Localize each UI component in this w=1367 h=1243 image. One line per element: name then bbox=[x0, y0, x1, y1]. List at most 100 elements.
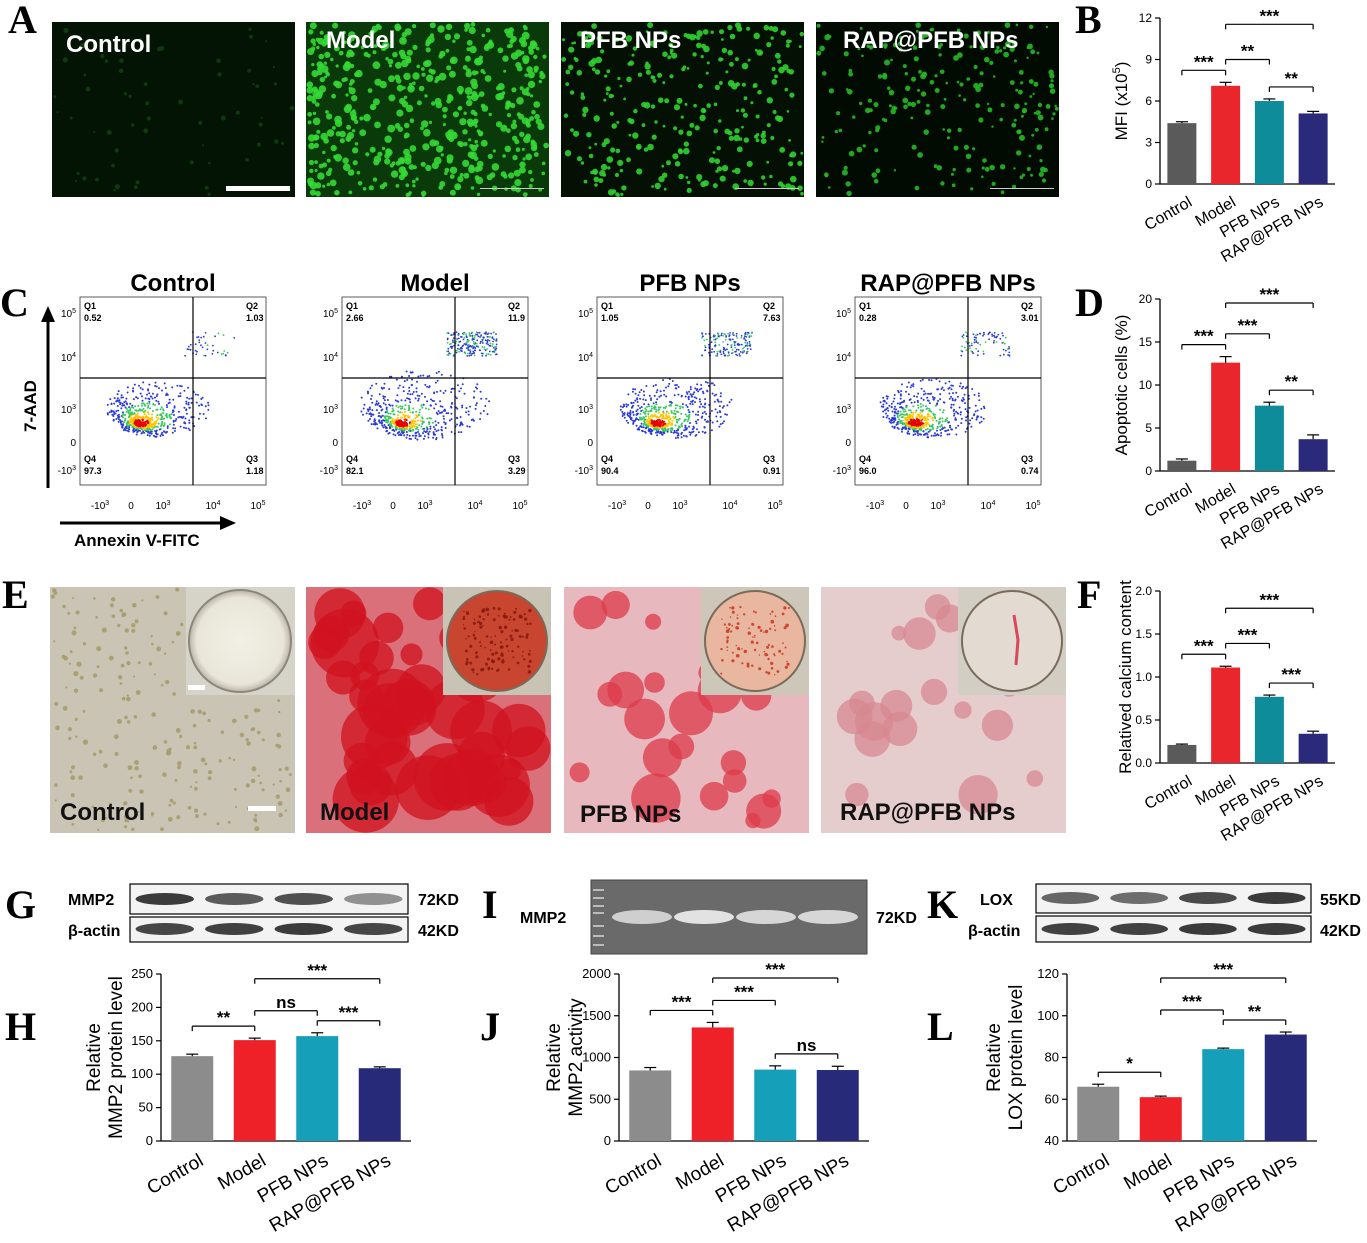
quadrant-name: Q3 bbox=[763, 454, 775, 464]
significance-label: * bbox=[1126, 1054, 1133, 1073]
y-tick-label: 1.0 bbox=[1135, 670, 1152, 684]
fluorescence-image-control: Control bbox=[52, 22, 295, 197]
y-tick-label: 1500 bbox=[582, 1008, 611, 1023]
flow-plot-title: RAP@PFB NPs bbox=[860, 270, 1035, 297]
zymo-band bbox=[674, 910, 734, 924]
significance-label: *** bbox=[1259, 285, 1279, 304]
flow-y-tick: 104 bbox=[323, 352, 338, 364]
image-label: RAP@PFB NPs bbox=[843, 27, 1018, 54]
flow-x-tick: 0 bbox=[903, 501, 909, 512]
image-label: RAP@PFB NPs bbox=[840, 799, 1015, 826]
bar bbox=[1211, 667, 1241, 763]
bar bbox=[1254, 696, 1284, 763]
y-tick-label: 1.5 bbox=[1135, 627, 1152, 641]
image-label: Model bbox=[326, 27, 395, 54]
bar bbox=[1254, 405, 1284, 471]
flow-plot-2: PFB NPs Q1 1.05 Q2 7.63 Q4 90.4 Q3 0.91 105 104 103… bbox=[575, 270, 784, 512]
bar bbox=[1298, 733, 1328, 763]
y-tick-label: 2000 bbox=[582, 966, 611, 981]
flow-plot-title: PFB NPs bbox=[639, 270, 740, 297]
bar bbox=[1077, 1086, 1120, 1141]
flow-y-tick: -103 bbox=[58, 465, 76, 477]
y-tick-label: 250 bbox=[131, 966, 153, 981]
blot-band bbox=[1247, 923, 1306, 935]
panel-letter-i: I bbox=[482, 882, 498, 927]
bar bbox=[1298, 439, 1328, 471]
fluorescence-image-model: Model bbox=[306, 22, 549, 198]
y-axis-title-line2: LOX protein level bbox=[1006, 985, 1027, 1131]
y-tick-label: 500 bbox=[589, 1091, 611, 1106]
flow-y-tick: 103 bbox=[323, 404, 338, 416]
blot-band bbox=[1110, 923, 1168, 935]
significance-label: *** bbox=[1194, 327, 1214, 346]
quadrant-name: Q4 bbox=[601, 454, 613, 464]
blot-band bbox=[344, 893, 403, 905]
panel-letter-k: K bbox=[927, 882, 958, 927]
flow-x-tick: 105 bbox=[1025, 500, 1040, 512]
flow-y-tick: 104 bbox=[61, 352, 76, 364]
panel-letter-g: G bbox=[5, 882, 36, 927]
y-tick-label: 100 bbox=[1037, 1008, 1059, 1023]
significance-label: *** bbox=[1259, 6, 1279, 25]
panel-e-images: Control Model PFB NPs RAP@PFB NPs bbox=[50, 587, 1066, 833]
y-tick-label: 50 bbox=[139, 1100, 153, 1115]
blot-row-label: MMP2 bbox=[68, 892, 114, 909]
blot-band bbox=[205, 893, 264, 905]
scale-bar bbox=[480, 188, 544, 189]
panel-letter-l: L bbox=[927, 1004, 954, 1049]
y-tick-label: 100 bbox=[131, 1066, 153, 1081]
quadrant-value: 97.3 bbox=[84, 466, 102, 476]
flow-x-tick: 0 bbox=[390, 501, 396, 512]
quadrant-value: 3.01 bbox=[1021, 313, 1039, 323]
y-tick-label: 80 bbox=[1045, 1050, 1059, 1065]
panel-letter-h: H bbox=[5, 1004, 36, 1049]
bar bbox=[1264, 1034, 1307, 1141]
y-tick-label: 0 bbox=[1145, 177, 1152, 191]
bar bbox=[1167, 460, 1197, 471]
quadrant-value: 90.4 bbox=[601, 466, 619, 476]
flow-plot-title: Model bbox=[400, 270, 469, 297]
flow-plot-frame bbox=[596, 296, 784, 486]
quadrant-name: Q2 bbox=[1021, 301, 1033, 311]
quadrant-name: Q3 bbox=[508, 454, 520, 464]
bar bbox=[171, 1056, 214, 1141]
alizarin-image-model: Model bbox=[306, 587, 551, 833]
quadrant-name: Q1 bbox=[346, 301, 358, 311]
flow-x-tick: 0 bbox=[645, 501, 651, 512]
significance-label: *** bbox=[1259, 590, 1279, 609]
quadrant-value: 2.66 bbox=[346, 313, 364, 323]
quadrant-name: Q2 bbox=[246, 301, 258, 311]
quadrant-value: 1.03 bbox=[246, 313, 264, 323]
category-label: Control bbox=[1050, 1150, 1114, 1199]
scale-bar bbox=[735, 188, 799, 189]
quadrant-value: 1.05 bbox=[601, 313, 619, 323]
blot-band bbox=[135, 893, 194, 905]
significance-label: *** bbox=[734, 982, 754, 1001]
scale-bar bbox=[248, 806, 276, 811]
panel-letter-a: A bbox=[8, 0, 37, 42]
bar bbox=[358, 1068, 401, 1141]
y-tick-label: 150 bbox=[131, 1033, 153, 1048]
significance-label: ns bbox=[797, 1036, 817, 1055]
flow-y-tick: 104 bbox=[836, 352, 851, 364]
category-label: Control bbox=[1142, 194, 1195, 235]
quadrant-value: 0.74 bbox=[1021, 466, 1039, 476]
flow-y-tick: 103 bbox=[61, 404, 76, 416]
significance-label: *** bbox=[307, 961, 327, 980]
significance-label: *** bbox=[1194, 52, 1214, 71]
y-tick-label: 60 bbox=[1045, 1091, 1059, 1106]
quadrant-name: Q2 bbox=[508, 301, 520, 311]
image-label: Control bbox=[60, 799, 145, 826]
flow-plot-frame bbox=[854, 296, 1042, 486]
quadrant-value: 7.63 bbox=[763, 313, 781, 323]
y-tick-label: 1000 bbox=[582, 1050, 611, 1065]
flow-plot-3: RAP@PFB NPs Q1 0.28 Q2 3.01 Q4 96.0 Q3 0.74 105 10… bbox=[833, 270, 1042, 512]
zymo-band bbox=[798, 910, 858, 924]
flow-plot-1: Model Q1 2.66 Q2 11.9 Q4 82.1 Q3 3.29 105 104 103 0 -… bbox=[320, 270, 529, 512]
blot-row-label: β-actin bbox=[68, 923, 120, 940]
y-axis-title: Relative bbox=[84, 1023, 105, 1092]
scale-bar bbox=[990, 188, 1054, 189]
significance-label: *** bbox=[1194, 636, 1214, 655]
bar bbox=[816, 1070, 859, 1141]
quadrant-name: Q4 bbox=[859, 454, 871, 464]
